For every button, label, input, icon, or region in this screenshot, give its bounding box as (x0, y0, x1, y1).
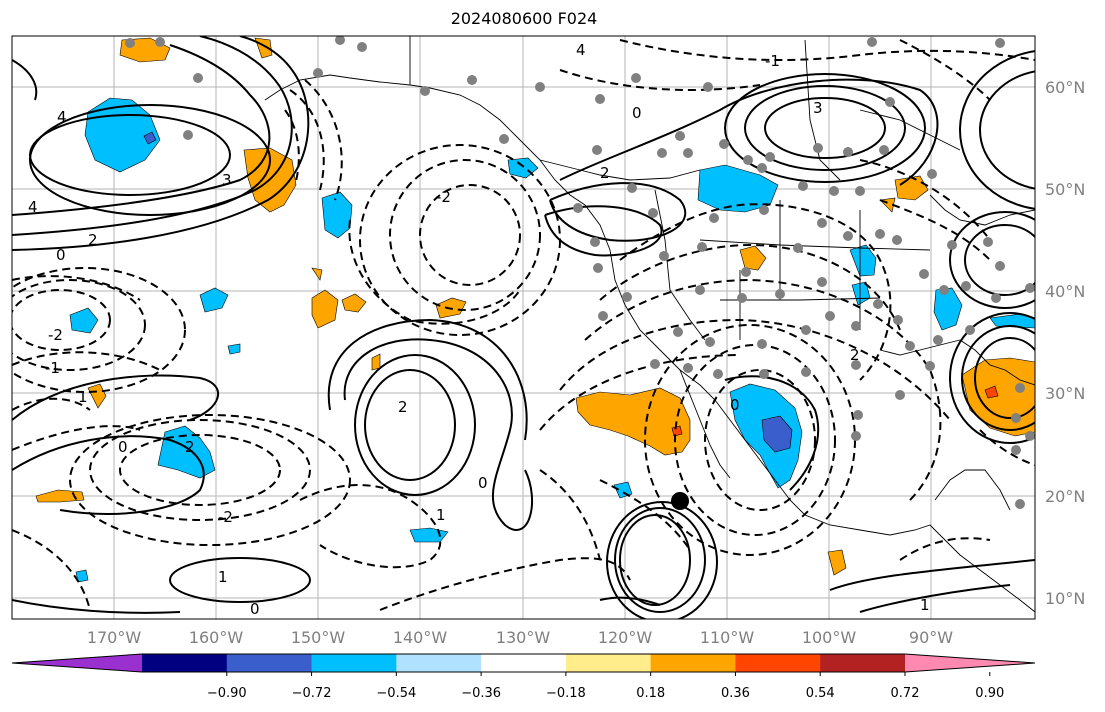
colorbar-tick-label: 0.90 (975, 686, 1004, 701)
contour-label: 1 (920, 596, 930, 614)
lon-label: 140°W (393, 628, 448, 647)
contour-label: 2 (185, 438, 195, 456)
contour-label: -2 (218, 508, 233, 526)
lat-label: 50°N (1045, 180, 1085, 199)
colorbar-segment (820, 654, 906, 672)
contour-label: 4 (28, 198, 38, 216)
lon-label: 90°W (909, 628, 953, 647)
contour-label: 0 (730, 396, 740, 414)
lat-label: 60°N (1045, 78, 1085, 97)
contour-label: 4 (57, 108, 67, 126)
lon-label: 150°W (291, 628, 346, 647)
lat-label: 20°N (1045, 487, 1085, 506)
colorbar-segment (142, 654, 228, 672)
contour-label: 0 (250, 600, 260, 618)
contour-label: 0 (632, 104, 642, 122)
longitude-axis: 170°W 160°W 150°W 140°W 130°W 120°W 110°… (87, 628, 953, 647)
contour-label: -1 (765, 52, 780, 70)
lon-label: 100°W (802, 628, 857, 647)
colorbar-tick-label: −0.54 (376, 686, 416, 701)
colorbar-segment (735, 654, 821, 672)
colorbar-tick-label: 0.18 (636, 686, 665, 701)
colorbar-tick-label: −0.18 (546, 686, 586, 701)
contour-label: 0 (56, 246, 66, 264)
map-title: 2024080600 F024 (450, 9, 598, 28)
colorbar-segment (565, 654, 652, 672)
contour-label: 1 (436, 506, 446, 524)
colorbar-tick-label: 0.54 (806, 686, 835, 701)
colorbar-segment (650, 654, 736, 672)
fill-negative (69, 307, 99, 334)
fill-negative (849, 244, 877, 277)
lon-label: 130°W (496, 628, 551, 647)
lat-label: 10°N (1045, 589, 1085, 608)
lat-label: 40°N (1045, 282, 1085, 301)
fill-negative (989, 313, 1035, 329)
colorbar-tick-label: 0.36 (721, 686, 750, 701)
colorbar-tick-label: 0.72 (891, 686, 920, 701)
contour-label: 2 (600, 164, 610, 182)
colorbar-segment (226, 654, 313, 672)
contour-label: 2 (398, 398, 408, 416)
colorbar-segment (396, 654, 482, 672)
contour-label: 1 (78, 388, 88, 406)
colorbar-tick-label: −0.90 (207, 686, 247, 701)
lat-label: 30°N (1045, 384, 1085, 403)
contour-label: 3 (222, 171, 232, 189)
contour-label: -2 (436, 188, 451, 206)
contour-label: 3 (813, 99, 823, 117)
fill-negative (199, 287, 229, 313)
dashed-contours (12, 39, 1035, 611)
fill-positive (341, 293, 367, 313)
fill-positive (311, 289, 339, 329)
latitude-axis: 60°N 50°N 40°N 30°N 20°N 10°N (1045, 78, 1085, 608)
contour-label: 1 (218, 568, 228, 586)
contour-label: -1 (45, 359, 60, 377)
fill-negative-strong (761, 415, 793, 453)
solid-contours (12, 36, 1035, 619)
contour-label: 4 (576, 41, 586, 59)
colorbar-tick-label: −0.72 (292, 686, 332, 701)
colorbar-extend-max (905, 654, 1035, 672)
fill-positive (311, 267, 323, 281)
map-frame (11, 35, 1036, 620)
station-dots (125, 36, 1035, 509)
lon-label: 120°W (598, 628, 653, 647)
fill-positive (575, 387, 691, 456)
storm-center-marker (671, 492, 689, 510)
colorbar: −0.90 −0.72 −0.54 −0.36 −0.18 0.18 0.36 0.54 0.7… (11, 653, 1036, 701)
colorbar-extend-min (12, 654, 142, 672)
lon-label: 160°W (189, 628, 244, 647)
fill-negative (933, 287, 963, 331)
coastlines (264, 36, 1035, 613)
fill-positive (827, 549, 847, 576)
contour-label: 0 (478, 474, 488, 492)
fill-positive-strong (984, 385, 999, 399)
fill-negative-strong (143, 131, 157, 145)
contour-label: 2 (88, 231, 98, 249)
colorbar-segment (311, 654, 397, 672)
fill-positive (739, 245, 767, 271)
contour-label: -2 (48, 326, 63, 344)
colorbar-segment (481, 654, 567, 672)
fill-positive-strong (671, 425, 683, 437)
colorbar-tick-label: −0.36 (461, 686, 501, 701)
lon-label: 170°W (87, 628, 142, 647)
contour-label: 0 (118, 438, 128, 456)
colorbar-outline (11, 653, 1036, 673)
contour-label: 2 (850, 346, 860, 364)
contour-labels: 4 2 0 -2 -1 3 4 1 2 0 -2 2 0 1 -2 1 -1 0… (28, 41, 930, 618)
fill-negative (227, 343, 241, 355)
fill-positive (87, 383, 107, 409)
lon-label: 110°W (700, 628, 755, 647)
